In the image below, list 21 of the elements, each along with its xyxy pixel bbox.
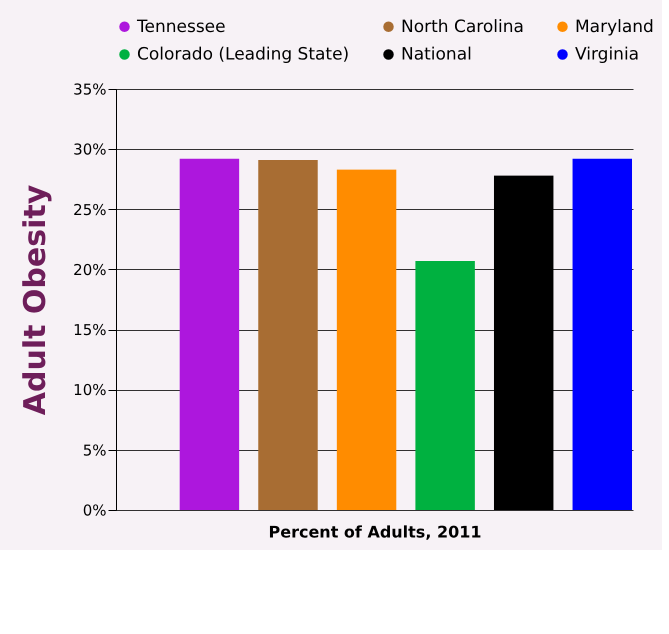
bar	[336, 170, 396, 510]
legend-label: Virginia	[575, 44, 640, 64]
x-axis-title: Percent of Adults, 2011	[268, 522, 482, 542]
bar	[572, 158, 632, 510]
y-tick-label: 20%	[73, 260, 106, 279]
y-tick-label: 35%	[73, 80, 106, 98]
legend-label: North Carolina	[401, 16, 524, 37]
legend-label: Colorado (Leading State)	[137, 44, 350, 64]
y-tick-label: 5%	[82, 441, 106, 460]
y-tick-label: 0%	[82, 502, 106, 520]
y-tick-label: 30%	[73, 140, 106, 159]
y-tick-label: 10%	[73, 381, 106, 400]
legend-label: Maryland	[575, 16, 654, 37]
bar	[258, 160, 318, 510]
y-tick-label: 15%	[73, 321, 106, 340]
bar	[415, 261, 475, 510]
y-tick-label: 25%	[73, 200, 106, 219]
y-axis-title: Adult Obesity	[18, 184, 54, 416]
legend-label: National	[401, 44, 472, 64]
legend-label: Tennessee	[136, 16, 226, 37]
bar	[180, 158, 240, 510]
